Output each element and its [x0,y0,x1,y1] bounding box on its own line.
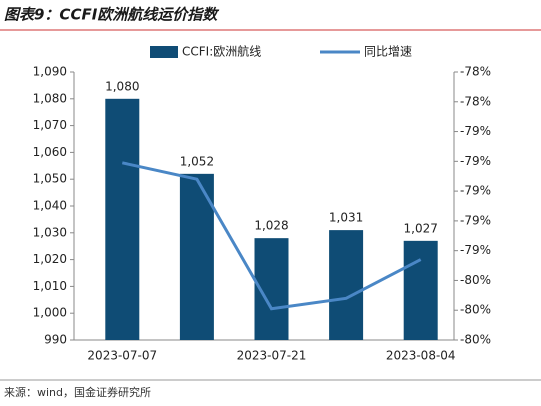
y2-tick-label: -79% [460,243,491,257]
x-tick-label: 2023-07-07 [87,349,157,363]
y2-tick-label: -78% [460,94,491,108]
y-tick-label: 1,020 [33,252,67,266]
y-tick-label: 1,000 [33,306,67,320]
data-label: 1,027 [404,221,438,235]
x-tick-label: 2023-07-21 [237,349,307,363]
y2-tick-label: -80% [460,303,491,317]
y2-tick-label: -78% [460,65,491,79]
chart-title: 图表9：CCFI欧洲航线运价指数 [4,6,220,24]
y2-tick-label: -80% [460,333,491,347]
legend-label: CCFI:欧洲航线 [182,44,261,59]
data-label: 1,080 [105,79,139,93]
data-label: 1,052 [180,154,214,168]
x-tick-label: 2023-08-04 [386,349,456,363]
y-tick-label: 1,080 [33,91,67,105]
legend-swatch [150,46,178,58]
y-tick-label: 1,090 [33,65,67,79]
data-label: 1,031 [329,211,363,225]
y2-tick-label: -79% [460,184,491,198]
line [121,161,422,311]
y-tick-label: 1,030 [33,225,67,239]
y-tick-label: 990 [44,333,67,347]
y2-tick-label: -80% [460,273,491,287]
bar [329,230,364,340]
y-tick-label: 1,040 [33,199,67,213]
y-tick-label: 1,070 [33,118,67,132]
source: 来源：wind，国金证券研究所 [4,385,151,399]
y2-tick-label: -79% [460,213,491,227]
y2-tick-label: -79% [460,154,491,168]
legend-label: 同比增速 [364,45,412,59]
y-tick-label: 1,060 [33,145,67,159]
bar [403,240,438,340]
y-tick-label: 1,010 [33,279,67,293]
y2-tick-label: -79% [460,124,491,138]
data-label: 1,028 [254,219,288,233]
bar [105,98,140,340]
y-tick-label: 1,050 [33,172,67,186]
